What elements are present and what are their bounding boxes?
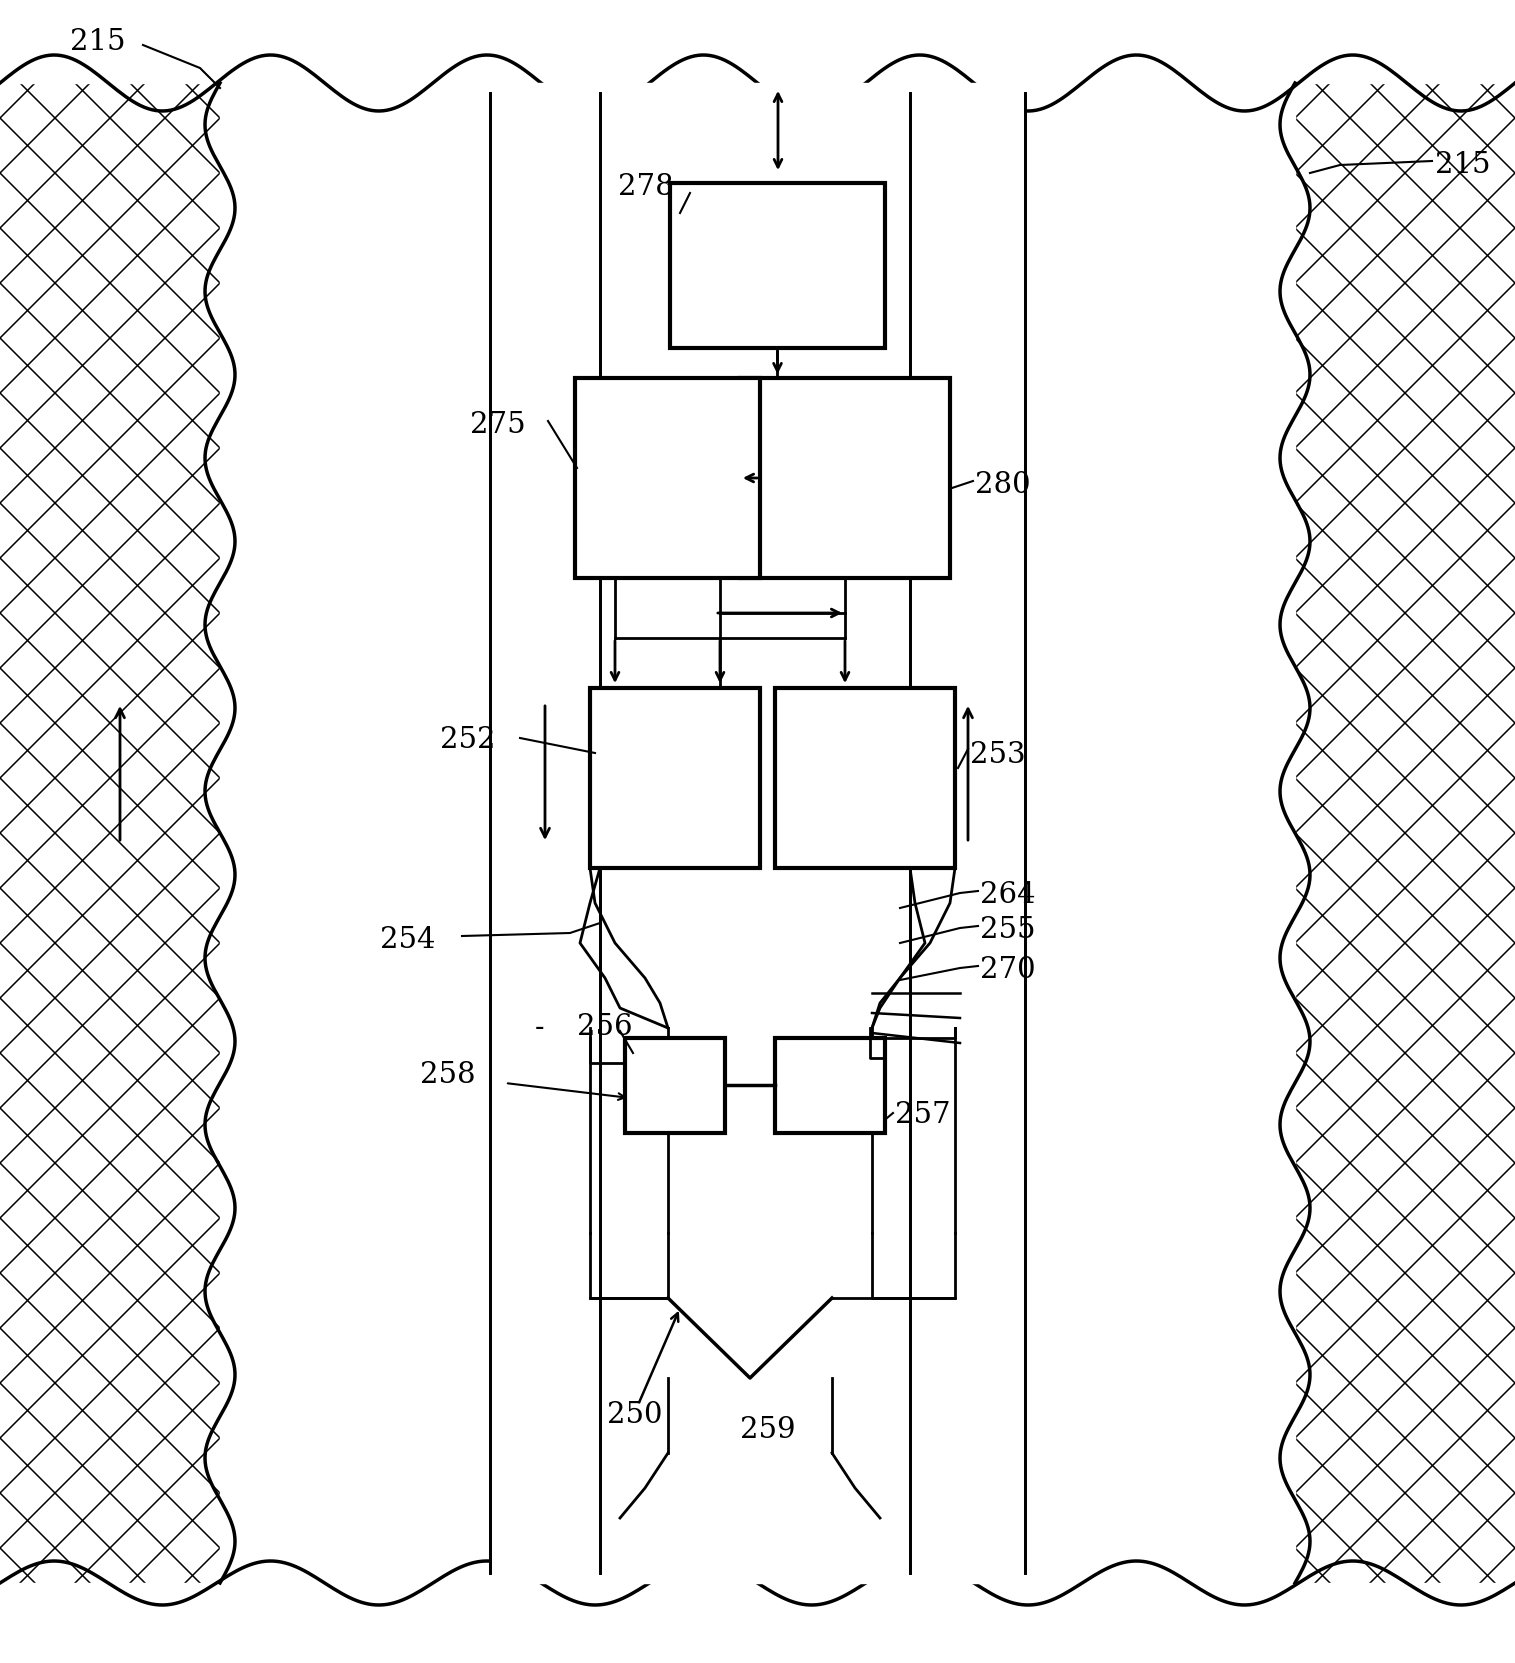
Bar [626,1038,726,1133]
Text: 215: 215 [70,28,126,57]
Text: 257: 257 [895,1101,950,1129]
Bar [576,378,761,579]
Text: 275: 275 [470,411,526,439]
Text: 280: 280 [976,471,1030,499]
Bar [776,688,954,868]
Text: 256: 256 [577,1013,633,1041]
Text: 254: 254 [380,926,435,955]
Text: 250: 250 [608,1400,662,1429]
Text: 278: 278 [618,173,674,201]
Bar [739,378,950,579]
Text: -: - [535,1014,544,1041]
Bar [589,688,761,868]
Text: 258: 258 [420,1061,476,1089]
Text: 252: 252 [439,727,495,753]
Text: 255: 255 [980,916,1035,945]
Bar [670,183,885,348]
Text: 264: 264 [980,881,1036,910]
Text: 215: 215 [1435,151,1491,180]
Text: 270: 270 [980,956,1036,984]
Text: 253: 253 [970,742,1026,768]
Text: 259: 259 [739,1415,795,1443]
Bar [776,1038,885,1133]
